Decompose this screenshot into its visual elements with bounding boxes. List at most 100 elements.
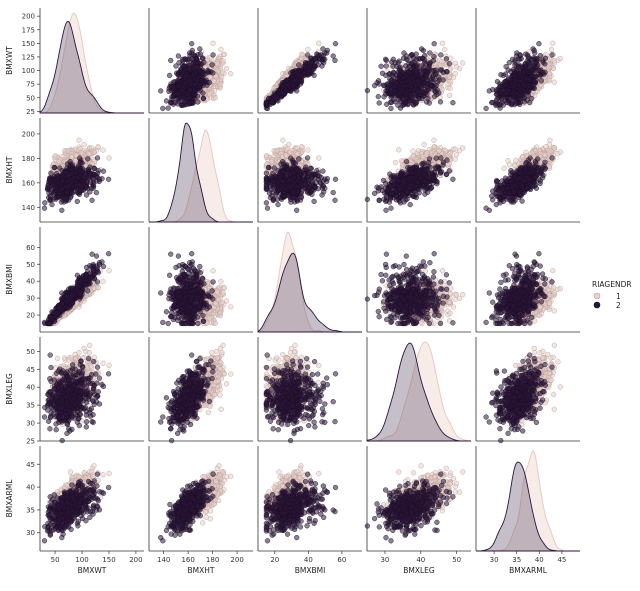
scatter-point-group-1 [446, 92, 453, 99]
scatter-point-group-2 [434, 87, 440, 93]
scatter-point-group-2 [415, 78, 421, 84]
scatter-point-group-2 [384, 101, 390, 107]
scatter-point-group-2 [364, 87, 371, 94]
scatter-point-group-2 [483, 105, 489, 112]
scatter-point-group-2 [450, 100, 456, 106]
scatter-point-group-2 [537, 52, 543, 59]
scatter-point-group-2 [440, 77, 446, 83]
scatter-point-group-2 [319, 58, 326, 64]
scatter-point-group-2 [190, 52, 197, 58]
scatter-point-group-1 [557, 55, 563, 62]
scatter-point-group-2 [190, 72, 196, 78]
scatter-point-group-2 [332, 41, 339, 47]
scatter-point-group-2 [500, 87, 506, 94]
scatter-point-group-2 [170, 85, 177, 91]
scatter-point-group-2 [437, 67, 444, 73]
scatter-point-group-2 [194, 93, 201, 99]
scatter-point-group-1 [551, 58, 558, 64]
scatter-point-group-2 [388, 77, 394, 84]
scatter-point-group-2 [512, 80, 518, 87]
scatter-point-group-1 [223, 65, 230, 72]
scatter-point-group-2 [443, 56, 450, 62]
scatter-point-group-2 [319, 63, 325, 69]
scatter-point-group-1 [212, 94, 218, 101]
scatter-point-group-2 [165, 105, 171, 111]
scatter-point-group-1 [95, 144, 101, 150]
panel-BMXWT-vs-BMXARML [483, 40, 563, 112]
scatter-point-group-2 [387, 70, 393, 77]
scatter-point-group-1 [442, 46, 448, 53]
scatter-point-group-2 [166, 88, 172, 95]
scatter-point-group-2 [424, 88, 430, 94]
scatter-point-group-2 [540, 69, 546, 76]
scatter-point-group-2 [41, 205, 48, 211]
panel-BMXWT-vs-BMXHT [158, 40, 234, 112]
scatter-point-group-2 [494, 91, 500, 97]
scatter-point-group-2 [375, 93, 381, 100]
scatter-point-group-2 [304, 52, 311, 58]
scatter-point-group-2 [508, 68, 514, 75]
scatter-point-group-2 [274, 94, 280, 100]
scatter-point-group-2 [437, 99, 444, 105]
scatter-point-group-2 [489, 99, 495, 106]
scatter-point-group-2 [526, 77, 532, 83]
scatter-point-group-2 [388, 105, 394, 112]
scatter-point-group-2 [195, 99, 201, 105]
scatter-point-group-2 [195, 52, 201, 58]
scatter-point-group-2 [391, 70, 397, 76]
scatter-point-group-2 [549, 52, 555, 58]
scatter-point-group-1 [86, 151, 92, 157]
scatter-point-group-1 [551, 79, 557, 85]
scatter-point-group-2 [406, 69, 412, 75]
scatter-point-group-2 [42, 200, 48, 206]
scatter-point-group-1 [217, 81, 223, 87]
scatter-point-group-1 [548, 46, 555, 53]
scatter-point-group-1 [228, 71, 234, 77]
kde-curve-group-2 [39, 20, 144, 114]
scatter-point-group-1 [453, 64, 460, 70]
scatter-point-group-2 [269, 98, 275, 104]
scatter-point-group-2 [425, 64, 432, 70]
scatter-point-group-2 [424, 78, 430, 84]
scatter-point-group-1 [56, 158, 62, 165]
scatter-point-group-2 [171, 91, 178, 97]
scatter-point-group-2 [330, 53, 336, 59]
scatter-point-group-2 [409, 52, 415, 58]
scatter-point-group-2 [400, 75, 407, 81]
scatter-point-group-2 [502, 83, 509, 89]
scatter-point-group-2 [404, 83, 411, 89]
scatter-point-group-2 [427, 50, 433, 56]
scatter-point-group-2 [525, 92, 531, 98]
scatter-point-group-2 [381, 82, 388, 89]
scatter-point-group-2 [378, 63, 384, 69]
scatter-point-group-2 [371, 83, 378, 89]
scatter-point-group-2 [200, 96, 207, 102]
scatter-point-group-2 [525, 69, 531, 75]
scatter-point-group-1 [221, 51, 227, 58]
panel-BMXWT-vs-BMXWT [39, 12, 144, 114]
scatter-point-group-2 [434, 91, 440, 98]
scatter-point-group-2 [383, 63, 389, 69]
scatter-point-group-2 [486, 88, 492, 94]
scatter-point-group-2 [433, 67, 439, 73]
scatter-point-group-2 [332, 57, 338, 64]
scatter-point-group-2 [389, 59, 395, 65]
scatter-point-group-1 [218, 46, 224, 53]
scatter-point-group-1 [439, 40, 446, 46]
scatter-point-group-2 [438, 52, 444, 58]
scatter-point-group-2 [416, 95, 422, 102]
scatter-point-group-2 [175, 95, 181, 102]
scatter-point-group-1 [52, 153, 58, 159]
scatter-point-group-2 [158, 88, 164, 94]
scatter-point-group-2 [413, 99, 419, 106]
scatter-point-group-2 [446, 61, 452, 67]
scatter-point-group-2 [160, 105, 166, 112]
scatter-point-group-1 [213, 74, 219, 80]
scatter-point-group-2 [520, 82, 526, 88]
scatter-point-group-1 [215, 68, 222, 74]
scatter-point-group-2 [401, 50, 407, 56]
scatter-point-group-2 [396, 58, 402, 64]
scatter-point-group-1 [214, 60, 220, 67]
scatter-point-group-2 [175, 53, 182, 59]
